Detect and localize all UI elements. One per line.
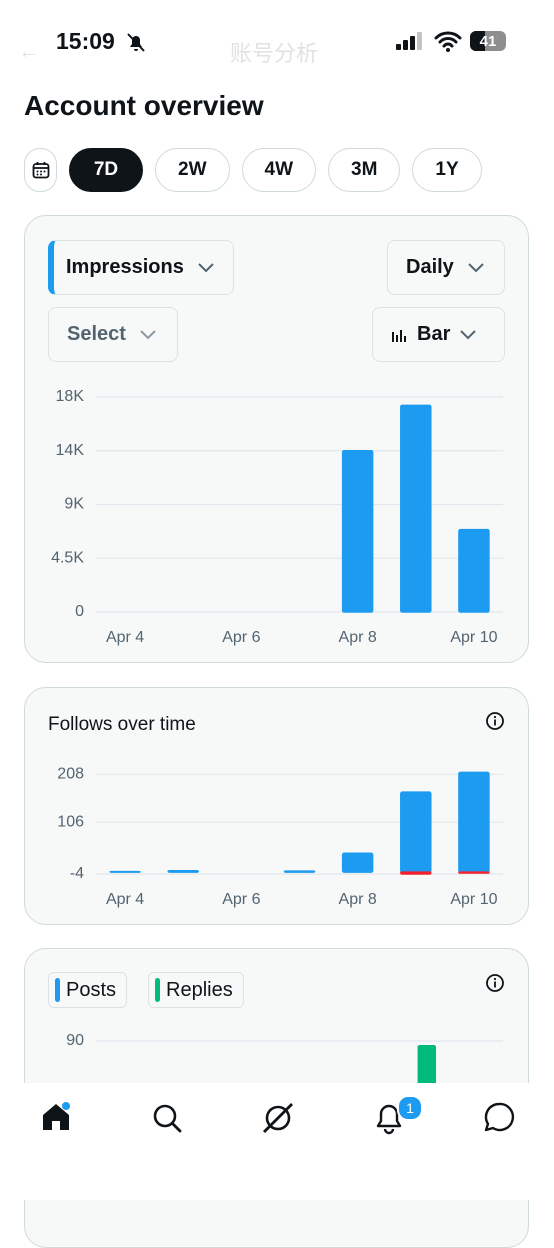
y-tick-label: 18K (56, 388, 85, 405)
charts-layer: 18K 14K 9K 4.5K 0 Apr 4 Apr 6 Apr 8 Apr 10 208 106… (0, 0, 554, 1200)
search-tab[interactable] (151, 1102, 183, 1134)
bar (401, 405, 431, 612)
bar (343, 853, 373, 872)
x-tick-label: Apr 4 (106, 629, 144, 646)
grok-tab[interactable] (261, 1101, 295, 1135)
y-tick-label: 208 (57, 766, 84, 783)
screen: 15:09 41 账号分析 ← Account overview 7D 2W 4… (0, 0, 554, 1200)
y-tick-label: 0 (75, 603, 84, 620)
bar (459, 530, 489, 612)
bar (168, 871, 198, 872)
y-tick-label: 90 (66, 1032, 84, 1049)
y-tick-label: 4.5K (51, 549, 84, 566)
y-tick-label: 106 (57, 813, 84, 830)
bar (401, 792, 431, 872)
y-tick-label: 14K (56, 442, 85, 459)
bar (401, 872, 431, 874)
x-tick-label: Apr 6 (222, 629, 260, 646)
page: Account overview { "status_bar": {"time"… (0, 0, 554, 1200)
bar (285, 871, 315, 872)
y-tick-label: 9K (64, 496, 84, 513)
x-tick-label: Apr 8 (339, 891, 377, 908)
bar (343, 451, 373, 612)
bar (459, 772, 489, 872)
x-tick-label: Apr 10 (450, 891, 497, 908)
messages-tab[interactable] (483, 1101, 515, 1133)
bottom-nav (0, 1083, 554, 1200)
bar (459, 872, 489, 873)
x-tick-label: Apr 4 (106, 891, 144, 908)
y-tick-label: -4 (70, 865, 84, 882)
x-tick-label: Apr 6 (222, 891, 260, 908)
x-tick-label: Apr 10 (450, 629, 497, 646)
x-tick-label: Apr 8 (339, 629, 377, 646)
notification-badge: 1 (397, 1095, 423, 1121)
home-tab[interactable] (40, 1101, 72, 1133)
